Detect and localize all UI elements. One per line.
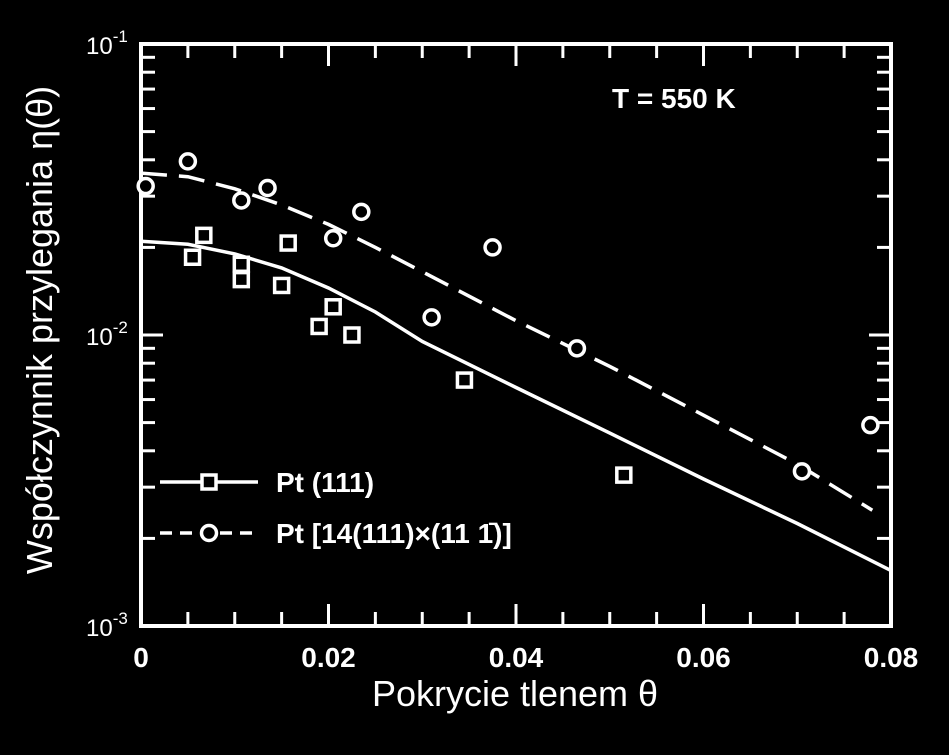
data-point-square [343, 326, 361, 344]
fit-curve-solid [140, 239, 892, 573]
data-point-square [615, 466, 633, 484]
legend-label: Pt (111) [276, 467, 374, 498]
data-point-square [455, 371, 474, 389]
legend-marker [199, 523, 219, 543]
axis-ticks [139, 42, 893, 628]
data-point-circle [861, 415, 880, 435]
data-point-circle [258, 178, 277, 198]
y-tick-labels: 10-1 10-2 10-3 [86, 27, 128, 642]
y-tick-label: 10-3 [86, 609, 128, 642]
data-point-circle [136, 176, 155, 196]
data-point-circle [178, 152, 198, 171]
y-tick-label: 10-2 [86, 318, 128, 351]
x-tick-label: 0.02 [301, 642, 356, 673]
legend-label: Pt [14(111)×(11 1̄)] [276, 518, 512, 549]
data-point-circle [323, 229, 343, 248]
data-point-circle [483, 238, 502, 257]
x-tick-label: 0.08 [864, 642, 919, 673]
data-point-circle [792, 462, 812, 481]
plot-frame [139, 42, 893, 628]
x-tick-label: 0 [133, 642, 149, 673]
fit-curve-dashed [140, 171, 874, 512]
data-point-circle [232, 191, 251, 210]
y-axis-title-wrap: Współczynnik przylegania η(θ) [10, 0, 70, 660]
fit-curves [140, 171, 892, 573]
data-point-circle [352, 202, 371, 222]
data-point-square [183, 248, 202, 267]
x-axis-title: Pokrycie tlenem θ [371, 673, 659, 714]
data-point-square [195, 226, 213, 245]
data-point-square [310, 317, 328, 336]
data-point-circle [567, 339, 587, 358]
data-point-square [279, 234, 297, 252]
data-points [136, 152, 880, 484]
data-point-square [272, 276, 291, 295]
data-point-circle [422, 308, 441, 327]
y-tick-label: 10-1 [86, 27, 128, 60]
legend-marker [200, 473, 218, 491]
data-point-square [324, 298, 342, 316]
x-tick-label: 0.06 [676, 642, 731, 673]
data-point-square [232, 270, 251, 289]
data-point-square [232, 255, 251, 274]
temperature-annotation: T = 550 K [612, 83, 736, 114]
legend: Pt (111) Pt [14(111)×(11 1̄)] [160, 467, 512, 549]
y-axis-title: Współczynnik przylegania η(θ) [19, 85, 61, 575]
x-tick-label: 0.04 [489, 642, 544, 673]
x-tick-labels: 0 0.02 0.04 0.06 0.08 [133, 642, 918, 673]
